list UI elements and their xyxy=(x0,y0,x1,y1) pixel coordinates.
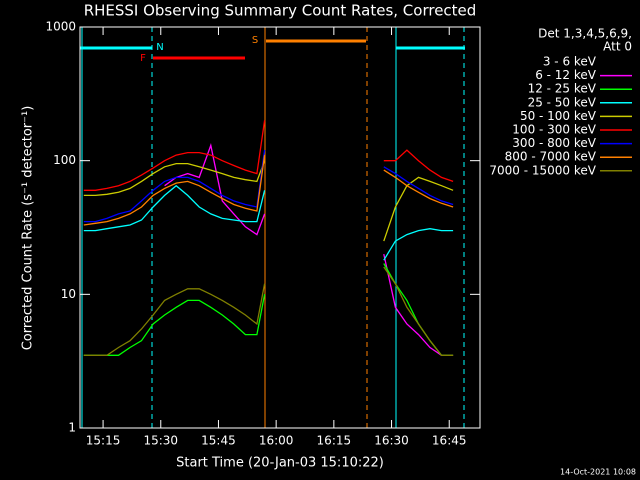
legend-label: 25 - 50 keV xyxy=(528,95,597,109)
x-tick-label: 16:15 xyxy=(317,434,352,448)
x-axis-label: Start Time (20-Jan-03 15:10:22) xyxy=(176,456,384,471)
y-tick-label: 100 xyxy=(53,153,76,167)
x-tick-label: 16:00 xyxy=(259,434,294,448)
series-line xyxy=(83,266,454,356)
series-line xyxy=(83,155,454,226)
y-tick-label: 10 xyxy=(61,287,76,301)
legend-label: 300 - 800 keV xyxy=(512,136,596,150)
chart-title: RHESSI Observing Summary Count Rates, Co… xyxy=(84,2,477,20)
legend-label: 6 - 12 keV xyxy=(535,68,597,82)
legend-label: 50 - 100 keV xyxy=(520,109,597,123)
series-line xyxy=(83,150,454,223)
legend-title: Att 0 xyxy=(603,40,632,54)
flag-label: S xyxy=(252,35,258,46)
series-line xyxy=(83,184,454,261)
flag-label: F xyxy=(140,53,146,64)
series-line xyxy=(83,120,454,191)
x-tick-label: 16:45 xyxy=(432,434,467,448)
legend-label: 7000 - 15000 keV xyxy=(489,163,596,177)
x-tick-label: 15:15 xyxy=(86,434,121,448)
legend-label: 100 - 300 keV xyxy=(512,123,596,137)
legend-title: Det 1,3,4,5,6,9, xyxy=(538,27,632,41)
y-axis-label: Corrected Count Rate (s⁻¹ detector⁻¹) xyxy=(21,106,36,351)
timestamp: 14-Oct-2021 10:08 xyxy=(560,468,636,477)
plot-frame xyxy=(79,26,481,429)
x-tick-label: 16:30 xyxy=(374,434,409,448)
legend-label: 12 - 25 keV xyxy=(528,82,597,96)
legend-label: 3 - 6 keV xyxy=(543,55,597,69)
y-tick-label: 1000 xyxy=(45,20,76,34)
flag-label: N xyxy=(156,42,163,53)
y-tick-label: 1 xyxy=(68,421,76,435)
x-tick-label: 15:30 xyxy=(143,434,178,448)
series-line xyxy=(83,160,454,242)
x-tick-label: 15:45 xyxy=(201,434,236,448)
flags: N F S xyxy=(80,27,465,428)
legend-label: 800 - 7000 keV xyxy=(505,150,597,164)
